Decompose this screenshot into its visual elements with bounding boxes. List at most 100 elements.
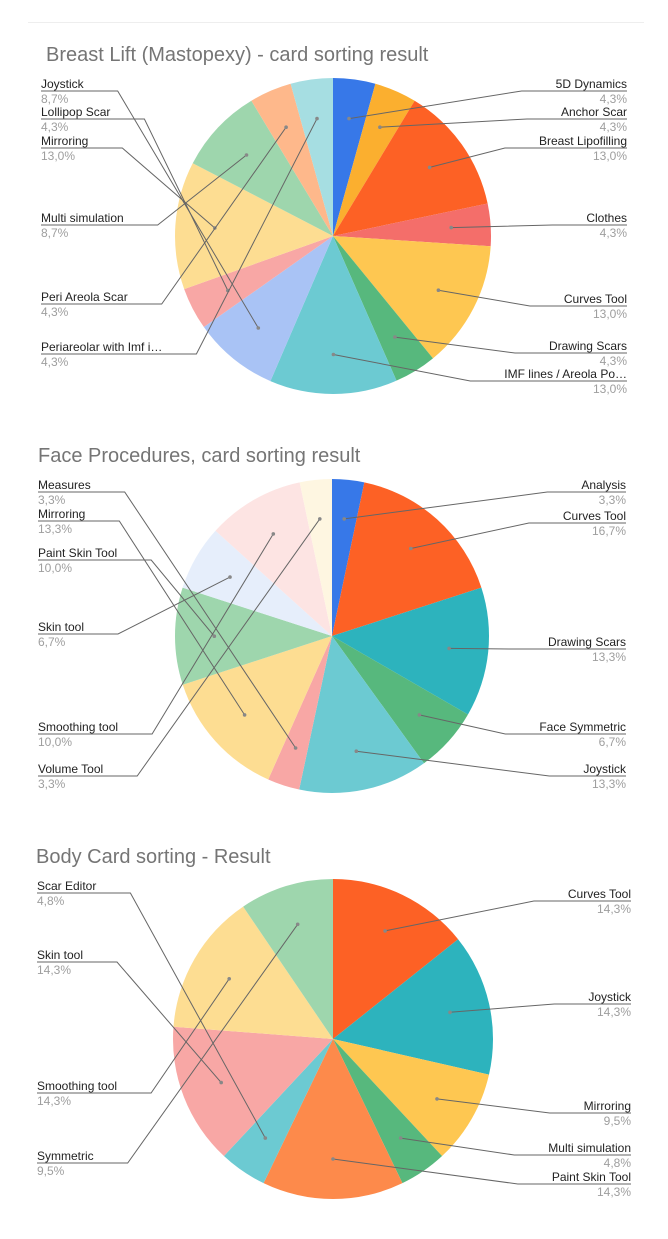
leader-dot-clothes bbox=[449, 225, 454, 230]
pie-slice-breast-lipofilling bbox=[333, 100, 488, 236]
leader-dot-face-symmetric bbox=[417, 713, 422, 717]
leader-dot-analysis bbox=[342, 517, 347, 521]
slice-label-periareolar-with-imf-i: Periareolar with Imf i… bbox=[41, 340, 162, 354]
leader-dot-symmetric bbox=[295, 922, 300, 927]
pie-slice-anchor-scar bbox=[333, 83, 415, 236]
slice-percent-joystick: 13,3% bbox=[592, 777, 626, 791]
slice-label-5d-dynamics: 5D Dynamics bbox=[556, 77, 627, 91]
leader-dot-drawing-scars bbox=[447, 646, 451, 651]
pie-slice-analysis bbox=[332, 479, 365, 636]
leader-line-drawing-scars bbox=[394, 336, 627, 354]
slice-percent-5d-dynamics: 4,3% bbox=[600, 92, 628, 106]
leader-line-imf-lines-areola-po bbox=[333, 354, 627, 382]
leader-dot-joystick bbox=[448, 1010, 452, 1015]
leader-dot-mirroring bbox=[435, 1097, 439, 1101]
leader-line-5d-dynamics bbox=[348, 90, 627, 120]
slice-percent-analysis: 3,3% bbox=[599, 493, 627, 507]
slice-percent-volume-tool: 3,3% bbox=[38, 777, 66, 791]
leader-line-joystick bbox=[449, 1003, 631, 1013]
leader-dot-smoothing-tool bbox=[271, 532, 276, 536]
slice-percent-imf-lines-areola-po: 13,0% bbox=[593, 382, 627, 396]
slice-label-drawing-scars: Drawing Scars bbox=[549, 339, 627, 353]
leader-dot-multi-simulation bbox=[244, 153, 249, 157]
leader-dot-peri-areola-scar bbox=[284, 125, 288, 129]
leader-dot-mirroring bbox=[242, 713, 247, 717]
slice-percent-multi-simulation: 4,8% bbox=[604, 1156, 632, 1170]
leader-line-analysis bbox=[344, 491, 626, 520]
leader-dot-imf-lines-areola-po bbox=[331, 352, 336, 357]
slice-label-joystick: Joystick bbox=[583, 762, 627, 776]
leader-line-symmetric bbox=[37, 924, 299, 1164]
slice-percent-drawing-scars: 4,3% bbox=[600, 354, 628, 368]
pie-slice-drawing-scars bbox=[332, 587, 490, 715]
pie-slice-periareolar-with-imf-i bbox=[290, 78, 333, 236]
slice-percent-scar-editor: 4,8% bbox=[37, 894, 65, 908]
slice-label-curves-tool: Curves Tool bbox=[568, 887, 631, 901]
leader-line-curves-tool bbox=[438, 289, 627, 307]
pie-slice-paint-skin-tool bbox=[174, 587, 332, 685]
leader-line-scar-editor bbox=[37, 892, 266, 1139]
leader-line-joystick bbox=[356, 750, 626, 777]
leader-dot-smoothing-tool bbox=[227, 977, 231, 981]
slice-label-joystick: Joystick bbox=[588, 990, 632, 1004]
leader-line-skin-tool bbox=[38, 576, 231, 635]
leader-dot-multi-simulation bbox=[398, 1136, 403, 1140]
slice-percent-breast-lipofilling: 13,0% bbox=[593, 149, 627, 163]
leader-dot-paint-skin-tool bbox=[212, 634, 217, 638]
pie-slice-measures bbox=[268, 636, 332, 790]
slice-label-imf-lines-areola-po: IMF lines / Areola Po… bbox=[504, 367, 627, 381]
slice-label-smoothing-tool: Smoothing tool bbox=[37, 1079, 117, 1093]
slice-label-multi-simulation: Multi simulation bbox=[41, 211, 124, 225]
leader-line-multi-simulation bbox=[400, 1137, 631, 1156]
slice-label-paint-skin-tool: Paint Skin Tool bbox=[38, 546, 117, 560]
slice-percent-mirroring: 13,0% bbox=[41, 149, 75, 163]
slice-percent-joystick: 8,7% bbox=[41, 92, 69, 106]
slice-percent-curves-tool: 13,0% bbox=[593, 307, 627, 321]
chart-title: Breast Lift (Mastopexy) - card sorting r… bbox=[46, 44, 429, 66]
slice-label-mirroring: Mirroring bbox=[584, 1099, 631, 1113]
pie-slice-skin-tool bbox=[172, 1026, 333, 1157]
pie-slice-mirroring bbox=[333, 1039, 489, 1157]
leader-dot-curves-tool bbox=[383, 929, 387, 933]
slice-percent-periareolar-with-imf-i: 4,3% bbox=[41, 355, 69, 369]
chart-title: Body Card sorting - Result bbox=[36, 846, 271, 868]
leader-line-mirroring bbox=[436, 1098, 631, 1114]
pie-slice-curves-tool bbox=[332, 482, 482, 636]
slice-label-volume-tool: Volume Tool bbox=[38, 762, 103, 776]
slice-percent-drawing-scars: 13,3% bbox=[592, 650, 626, 664]
leader-line-breast-lipofilling bbox=[429, 147, 627, 168]
leader-line-volume-tool bbox=[38, 518, 321, 777]
leader-line-clothes bbox=[451, 224, 627, 229]
pie-slice-smoothing-tool bbox=[215, 482, 332, 636]
slice-label-joystick: Joystick bbox=[41, 77, 85, 91]
leader-dot-paint-skin-tool bbox=[331, 1157, 335, 1161]
slice-label-anchor-scar: Anchor Scar bbox=[561, 105, 627, 119]
slice-label-mirroring: Mirroring bbox=[38, 507, 85, 521]
leader-line-curves-tool bbox=[410, 522, 626, 549]
slice-percent-curves-tool: 14,3% bbox=[597, 902, 631, 916]
leader-dot-volume-tool bbox=[318, 517, 322, 521]
pie-slice-5d-dynamics bbox=[333, 78, 376, 236]
slice-label-measures: Measures bbox=[38, 478, 91, 492]
pie-slice-multi-simulation bbox=[333, 1039, 443, 1184]
leader-dot-skin-tool bbox=[228, 575, 232, 579]
pie-slice-multi-simulation bbox=[192, 100, 333, 236]
leader-line-joystick bbox=[41, 90, 259, 329]
leader-line-curves-tool bbox=[385, 900, 631, 932]
slice-percent-skin-tool: 6,7% bbox=[38, 635, 66, 649]
leader-dot-joystick bbox=[354, 749, 359, 753]
pie-slice-paint-skin-tool bbox=[263, 1039, 403, 1200]
pie-slice-curves-tool bbox=[333, 879, 459, 1039]
leader-dot-skin-tool bbox=[219, 1080, 223, 1085]
slice-percent-skin-tool: 14,3% bbox=[37, 963, 71, 977]
leader-dot-curves-tool bbox=[436, 288, 441, 293]
pie-slice-smoothing-tool bbox=[173, 906, 333, 1039]
leader-line-drawing-scars bbox=[449, 647, 626, 650]
slice-percent-measures: 3,3% bbox=[38, 493, 66, 507]
pie-slice-skin-tool bbox=[182, 530, 332, 636]
pie-slice-drawing-scars bbox=[333, 236, 433, 381]
leader-dot-curves-tool bbox=[409, 546, 413, 551]
leader-line-multi-simulation bbox=[41, 154, 247, 226]
pie-slice-mirroring bbox=[174, 163, 333, 290]
